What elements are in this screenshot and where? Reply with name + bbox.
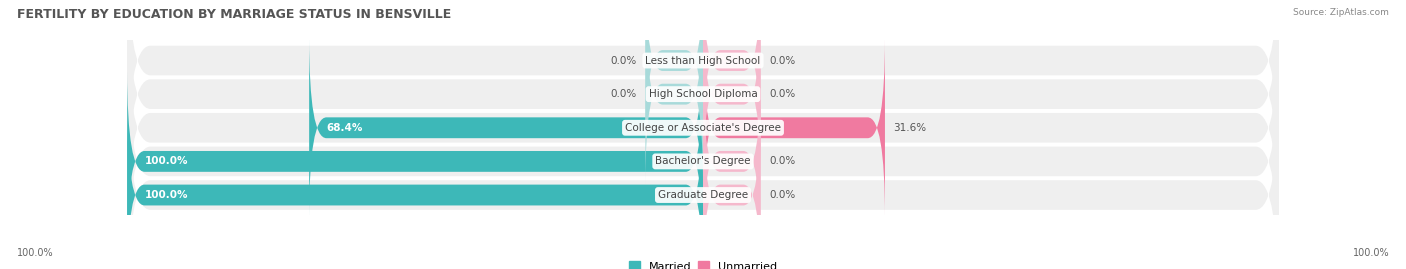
Text: 31.6%: 31.6% bbox=[894, 123, 927, 133]
Text: Less than High School: Less than High School bbox=[645, 55, 761, 66]
FancyBboxPatch shape bbox=[127, 75, 1279, 269]
Text: 100.0%: 100.0% bbox=[1353, 248, 1389, 258]
Text: 0.0%: 0.0% bbox=[769, 55, 796, 66]
Text: 100.0%: 100.0% bbox=[17, 248, 53, 258]
FancyBboxPatch shape bbox=[703, 105, 761, 269]
Text: 68.4%: 68.4% bbox=[326, 123, 363, 133]
FancyBboxPatch shape bbox=[127, 105, 703, 269]
Text: 0.0%: 0.0% bbox=[610, 89, 637, 99]
Text: Source: ZipAtlas.com: Source: ZipAtlas.com bbox=[1294, 8, 1389, 17]
Text: Graduate Degree: Graduate Degree bbox=[658, 190, 748, 200]
Text: High School Diploma: High School Diploma bbox=[648, 89, 758, 99]
FancyBboxPatch shape bbox=[309, 37, 703, 218]
Legend: Married, Unmarried: Married, Unmarried bbox=[624, 257, 782, 269]
Text: 0.0%: 0.0% bbox=[769, 89, 796, 99]
Text: College or Associate's Degree: College or Associate's Degree bbox=[626, 123, 780, 133]
FancyBboxPatch shape bbox=[127, 0, 1279, 214]
Text: 100.0%: 100.0% bbox=[145, 190, 188, 200]
FancyBboxPatch shape bbox=[127, 8, 1279, 247]
FancyBboxPatch shape bbox=[703, 4, 761, 185]
FancyBboxPatch shape bbox=[703, 0, 761, 151]
FancyBboxPatch shape bbox=[127, 42, 1279, 269]
Text: 0.0%: 0.0% bbox=[769, 156, 796, 167]
FancyBboxPatch shape bbox=[127, 71, 703, 252]
FancyBboxPatch shape bbox=[645, 4, 703, 185]
FancyBboxPatch shape bbox=[127, 0, 1279, 180]
FancyBboxPatch shape bbox=[645, 0, 703, 151]
Text: 100.0%: 100.0% bbox=[145, 156, 188, 167]
Text: 0.0%: 0.0% bbox=[769, 190, 796, 200]
Text: 0.0%: 0.0% bbox=[610, 55, 637, 66]
Text: Bachelor's Degree: Bachelor's Degree bbox=[655, 156, 751, 167]
Text: FERTILITY BY EDUCATION BY MARRIAGE STATUS IN BENSVILLE: FERTILITY BY EDUCATION BY MARRIAGE STATU… bbox=[17, 8, 451, 21]
FancyBboxPatch shape bbox=[703, 37, 884, 218]
FancyBboxPatch shape bbox=[703, 71, 761, 252]
